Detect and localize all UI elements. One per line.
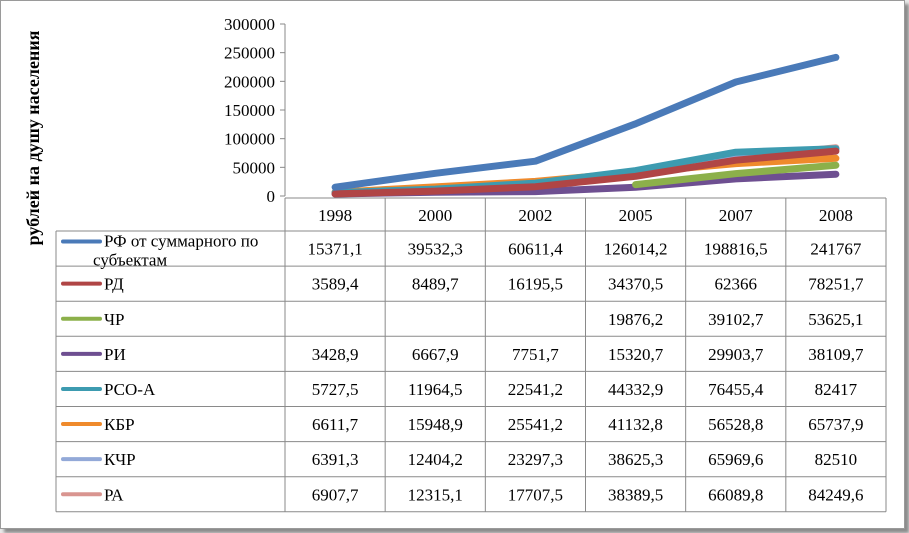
table-cell-value: 126014,2 — [604, 240, 668, 259]
legend-series-name: РД — [104, 275, 124, 294]
x-category-label: 2007 — [719, 206, 754, 225]
table-cell-value: 23297,3 — [508, 450, 563, 469]
table-cell-value: 6907,7 — [312, 485, 359, 504]
table-cell-value: 3428,9 — [312, 345, 359, 364]
legend-series-name: КБР — [104, 415, 135, 434]
table-cell-value: 15320,7 — [608, 345, 664, 364]
table-cell-value: 15371,1 — [307, 240, 362, 259]
legend-series-name: РА — [104, 485, 124, 504]
legend-series-name: ЧР — [104, 310, 125, 329]
y-tick-label: 200000 — [224, 72, 275, 91]
table-cell-value: 7751,7 — [512, 345, 559, 364]
x-category-label: 2005 — [619, 206, 653, 225]
x-category-label: 2008 — [819, 206, 853, 225]
table-cell-value: 6391,3 — [312, 450, 359, 469]
table-cell-value: 11964,5 — [408, 380, 463, 399]
table-cell-value: 15948,9 — [408, 415, 463, 434]
y-axis-title-group: рублей на душу населения — [23, 30, 43, 245]
legend-series-name: РИ — [104, 345, 126, 364]
table-cell-value: 38109,7 — [808, 345, 864, 364]
table-cell-value: 12404,2 — [408, 450, 463, 469]
table-cell-value: 241767 — [810, 240, 862, 259]
table-cell-value: 41132,8 — [608, 415, 663, 434]
legend-series-name: РСО-А — [104, 380, 156, 399]
table-cell-value: 16195,5 — [508, 275, 563, 294]
y-axis-title: рублей на душу населения — [23, 30, 43, 245]
table-cell-value: 34370,5 — [608, 275, 663, 294]
table-cell-value: 198816,5 — [704, 240, 768, 259]
table-cell-value: 25541,2 — [508, 415, 563, 434]
table-cell-value: 82417 — [815, 380, 858, 399]
table-cell-value: 66089,8 — [708, 485, 763, 504]
table-cell-value: 6667,9 — [412, 345, 459, 364]
table-cell-value: 53625,1 — [808, 310, 863, 329]
table-cell-value: 65969,6 — [708, 450, 763, 469]
y-tick-label: 150000 — [224, 101, 275, 120]
table-cell-value: 44332,9 — [608, 380, 663, 399]
table-cell-value: 29903,7 — [708, 345, 764, 364]
series-line — [331, 147, 840, 198]
table-cell-value: 65737,9 — [808, 415, 863, 434]
legend-series-name: КЧР — [104, 450, 136, 469]
table-cell-value: 84249,6 — [808, 485, 863, 504]
table-cell-value: 56528,8 — [708, 415, 763, 434]
table-cell-value: 38625,3 — [608, 450, 663, 469]
table-cell-value: 39102,7 — [708, 310, 764, 329]
x-category-label: 2002 — [518, 206, 552, 225]
table-cell-value: 39532,3 — [408, 240, 463, 259]
table-cell-value: 5727,5 — [312, 380, 359, 399]
table-cell-value: 38389,5 — [608, 485, 663, 504]
table-cell-value: 3589,4 — [312, 275, 359, 294]
y-tick-label: 100000 — [224, 130, 275, 149]
x-category-label: 2000 — [418, 206, 452, 225]
table-cell-value: 12315,1 — [408, 485, 463, 504]
y-tick-label: 0 — [267, 187, 276, 206]
table-cell-value: 19876,2 — [608, 310, 663, 329]
table-cell-value: 17707,5 — [508, 485, 563, 504]
table-cell-value: 82510 — [815, 450, 858, 469]
x-category-label: 1998 — [318, 206, 352, 225]
series-line — [632, 161, 840, 189]
table-cell-value: 6611,7 — [312, 415, 359, 434]
table-cell-value: 62366 — [715, 275, 758, 294]
series-lines — [331, 53, 840, 198]
table-cell-value: 76455,4 — [708, 380, 764, 399]
series-line — [331, 53, 840, 191]
table-cell-value: 22541,2 — [508, 380, 563, 399]
y-tick-label: 250000 — [224, 44, 275, 63]
data-table: 1998 2000 2002 2005 2007 2008 РФ от суммарного… — [55, 197, 887, 513]
table-cell-value: 78251,7 — [808, 275, 864, 294]
table-cell-value: 8489,7 — [412, 275, 459, 294]
table-cell-value: 60611,4 — [508, 240, 563, 259]
y-tick-label: 300000 — [224, 15, 275, 34]
legend-series-name: РФ от суммарного по субъектам — [93, 232, 258, 270]
y-tick-label: 50000 — [233, 158, 276, 177]
y-axis: 300000 250000 200000 150000 100000 50000 0 — [224, 15, 286, 206]
